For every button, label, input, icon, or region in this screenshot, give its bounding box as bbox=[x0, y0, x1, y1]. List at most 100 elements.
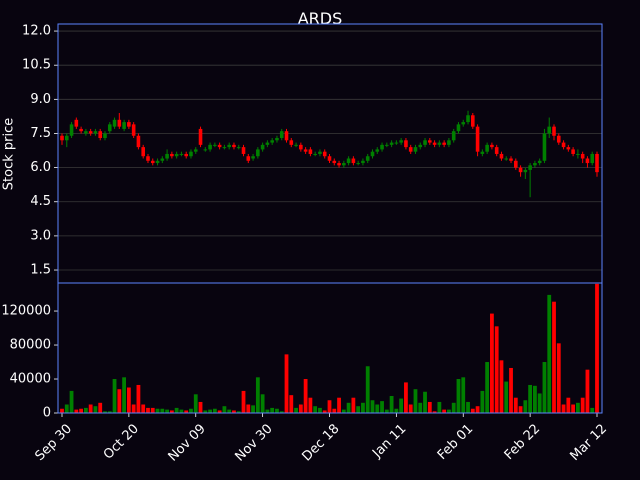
candle-body bbox=[380, 144, 384, 150]
y-tick-label: 3.0 bbox=[30, 228, 51, 243]
candle-body bbox=[294, 144, 298, 146]
candle-body bbox=[127, 122, 131, 127]
volume-bar bbox=[380, 401, 384, 413]
volume-bar bbox=[575, 402, 580, 413]
volume-bar bbox=[275, 408, 279, 413]
candle-body bbox=[408, 147, 413, 152]
volume-bar bbox=[561, 404, 566, 413]
volume-bar bbox=[193, 394, 198, 413]
volume-bar bbox=[341, 409, 346, 413]
candle-body bbox=[79, 128, 83, 132]
y-axis-label: Stock price bbox=[2, 118, 17, 190]
volume-bar bbox=[537, 393, 542, 413]
volume-bar bbox=[298, 404, 303, 413]
volume-bar bbox=[533, 385, 537, 413]
volume-bar bbox=[198, 401, 203, 413]
candle-body bbox=[260, 144, 265, 150]
candle-body bbox=[160, 158, 165, 161]
volume-bar bbox=[404, 382, 408, 413]
candle-body bbox=[246, 156, 251, 161]
candle-body bbox=[499, 153, 504, 159]
volume-bar bbox=[490, 313, 494, 413]
volume-bar bbox=[518, 406, 523, 413]
candle-body bbox=[174, 153, 179, 157]
candle-body bbox=[74, 119, 79, 127]
candle-body bbox=[423, 140, 427, 145]
volume-bar bbox=[375, 404, 380, 413]
candle-body bbox=[303, 149, 308, 152]
candle-body bbox=[117, 119, 122, 127]
candle-body bbox=[208, 144, 212, 150]
candle-body bbox=[84, 131, 88, 134]
candle-body bbox=[189, 151, 193, 157]
volume-bar bbox=[98, 402, 103, 413]
candle-body bbox=[513, 160, 518, 168]
candle-body bbox=[556, 135, 561, 143]
candle-body bbox=[299, 144, 303, 150]
candle-body bbox=[585, 158, 590, 164]
volume-bar bbox=[590, 407, 595, 413]
candle-body bbox=[146, 156, 150, 161]
candle-body bbox=[547, 126, 552, 134]
volume-bar bbox=[322, 410, 327, 413]
volume-bar bbox=[408, 404, 413, 413]
candle-body bbox=[351, 158, 356, 164]
y-tick-label: 12.0 bbox=[22, 24, 51, 39]
volume-bar bbox=[423, 391, 427, 413]
volume-bar bbox=[203, 410, 208, 413]
volume-bar bbox=[103, 411, 107, 413]
candle-body bbox=[385, 144, 389, 146]
candle-body bbox=[150, 160, 155, 164]
candle-body bbox=[552, 126, 556, 136]
candle-body bbox=[107, 124, 112, 132]
candle-body bbox=[322, 151, 327, 157]
candle-body bbox=[88, 131, 93, 134]
volume-bar bbox=[88, 404, 93, 413]
volume-bar bbox=[475, 406, 480, 413]
volume-bar bbox=[356, 406, 361, 413]
candle-body bbox=[131, 124, 136, 136]
candle-body bbox=[504, 158, 509, 160]
candle-body bbox=[193, 149, 198, 152]
volume-bar bbox=[466, 401, 470, 413]
candle-body bbox=[165, 153, 169, 159]
volume-bar bbox=[523, 400, 528, 413]
volume-bar bbox=[370, 400, 375, 413]
candle-body bbox=[332, 160, 337, 164]
volume-bar bbox=[418, 402, 423, 413]
volume-bar bbox=[389, 396, 394, 413]
candle-body bbox=[327, 156, 332, 161]
volume-bar bbox=[79, 408, 84, 413]
candle-body bbox=[571, 149, 575, 154]
volume-bar bbox=[179, 409, 184, 413]
candle-body bbox=[432, 142, 437, 145]
volume-bar bbox=[509, 367, 513, 413]
candle-body bbox=[533, 163, 537, 166]
volume-bar bbox=[351, 397, 356, 413]
candle-body bbox=[428, 140, 432, 143]
candle-body bbox=[155, 160, 160, 164]
y-tick-label: 9.0 bbox=[30, 92, 51, 107]
candle-body bbox=[270, 140, 274, 143]
volume-bar bbox=[456, 379, 461, 413]
candle-body bbox=[456, 124, 461, 132]
volume-y-tick-label: 120000 bbox=[1, 304, 51, 319]
candle-body bbox=[475, 126, 480, 152]
candle-body bbox=[437, 142, 442, 145]
volume-bar bbox=[318, 407, 322, 413]
volume-bar bbox=[217, 410, 222, 413]
volume-bar bbox=[571, 404, 576, 413]
candle-body bbox=[590, 153, 595, 164]
volume-bar bbox=[232, 410, 236, 413]
candle-body bbox=[308, 149, 313, 154]
candle-body bbox=[284, 131, 289, 141]
volume-bar bbox=[542, 362, 547, 413]
volume-bar bbox=[174, 407, 179, 413]
candle-body bbox=[222, 147, 227, 149]
candle-body bbox=[461, 122, 466, 125]
volume-bar bbox=[117, 389, 122, 413]
candle-body bbox=[418, 144, 423, 148]
candle-body bbox=[442, 142, 446, 145]
volume-bar bbox=[337, 397, 341, 413]
